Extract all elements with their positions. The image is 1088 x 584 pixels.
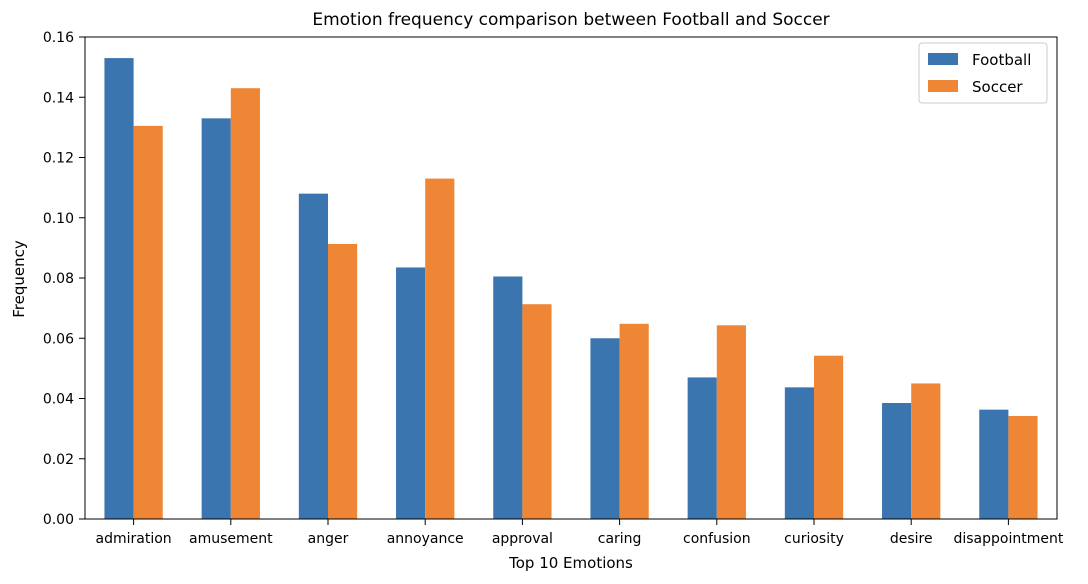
bar-soccer-confusion bbox=[716, 325, 746, 519]
x-tick-label-admiration: admiration bbox=[96, 531, 172, 547]
bar-football-caring bbox=[590, 338, 620, 519]
x-tick-label-curiosity: curiosity bbox=[784, 531, 844, 547]
x-axis-label: Top 10 Emotions bbox=[508, 554, 633, 572]
bar-football-disappointment bbox=[979, 409, 1009, 519]
bar-football-confusion bbox=[687, 377, 717, 519]
legend-swatch-football bbox=[928, 53, 958, 65]
x-tick-label-anger: anger bbox=[308, 531, 349, 547]
bar-football-curiosity bbox=[784, 387, 814, 519]
y-tick-label: 0.16 bbox=[43, 30, 74, 46]
y-tick-label: 0.04 bbox=[43, 392, 74, 408]
bar-soccer-anger bbox=[328, 243, 358, 519]
bar-soccer-desire bbox=[911, 383, 941, 519]
bar-football-admiration bbox=[104, 58, 134, 520]
bar-football-annoyance bbox=[396, 267, 426, 519]
bar-soccer-amusement bbox=[230, 88, 260, 520]
legend-swatch-soccer bbox=[928, 80, 958, 92]
bar-football-desire bbox=[882, 403, 912, 519]
legend-label-football: Football bbox=[972, 51, 1031, 69]
bar-football-amusement bbox=[201, 118, 231, 519]
y-tick-label: 0.12 bbox=[43, 151, 74, 167]
legend-label-soccer: Soccer bbox=[972, 78, 1023, 96]
x-tick-label-annoyance: annoyance bbox=[387, 531, 464, 547]
bar-soccer-admiration bbox=[133, 125, 163, 520]
chart-title: Emotion frequency comparison between Foo… bbox=[312, 10, 829, 30]
y-axis-label: Frequency bbox=[10, 240, 28, 318]
y-tick-label: 0.00 bbox=[43, 512, 74, 528]
bar-soccer-disappointment bbox=[1008, 415, 1038, 519]
bar-football-anger bbox=[298, 193, 328, 519]
y-tick-label: 0.06 bbox=[43, 331, 74, 347]
y-tick-label: 0.10 bbox=[43, 211, 74, 227]
y-axis: 0.00 0.02 0.04 0.06 0.08 0.10 0.12 0.14 0.16 bbox=[43, 30, 85, 528]
legend: Football Soccer bbox=[918, 42, 1048, 104]
bar-football-approval bbox=[493, 276, 523, 519]
x-tick-label-confusion: confusion bbox=[683, 531, 751, 547]
bars-layer bbox=[104, 58, 1038, 520]
x-tick-label-amusement: amusement bbox=[189, 531, 273, 547]
x-tick-label-desire: desire bbox=[890, 531, 933, 547]
x-tick-label-caring: caring bbox=[598, 531, 642, 547]
x-tick-label-approval: approval bbox=[492, 531, 553, 547]
y-tick-label: 0.14 bbox=[43, 90, 74, 106]
x-axis: admiration amusement anger annoyance approva… bbox=[96, 519, 1064, 547]
bar-soccer-annoyance bbox=[425, 178, 455, 519]
bar-soccer-caring bbox=[619, 323, 649, 519]
bar-soccer-curiosity bbox=[814, 355, 844, 519]
y-tick-label: 0.08 bbox=[43, 271, 74, 287]
x-tick-label-disappointment: disappointment bbox=[953, 531, 1063, 547]
bar-soccer-approval bbox=[522, 304, 552, 519]
y-tick-label: 0.02 bbox=[43, 452, 74, 468]
